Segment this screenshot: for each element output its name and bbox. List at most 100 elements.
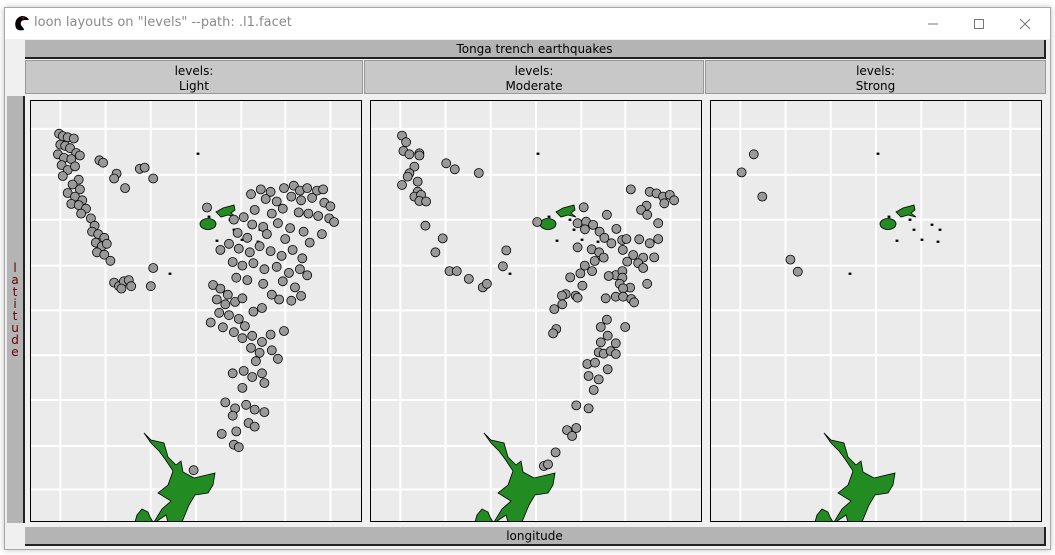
fiji-vanua-levu <box>895 204 917 218</box>
panel-strong[interactable] <box>710 100 1042 522</box>
data-point <box>736 167 747 178</box>
data-point <box>277 276 288 287</box>
small-island <box>215 239 219 242</box>
data-point <box>249 404 260 415</box>
y-axis-label-letter: t <box>12 308 18 323</box>
data-point <box>255 184 266 195</box>
window-title: loon layouts on "levels" --path: .l1.fac… <box>34 15 292 30</box>
small-island <box>912 228 916 231</box>
data-point <box>572 292 583 303</box>
small-island <box>596 240 600 243</box>
data-point <box>629 297 640 308</box>
small-island <box>895 239 899 242</box>
data-point <box>215 283 226 294</box>
new-zealand-north-island <box>483 432 556 521</box>
data-point <box>148 263 159 273</box>
data-point <box>598 252 609 263</box>
maximize-button[interactable] <box>956 8 1002 39</box>
data-point <box>233 313 244 324</box>
small-island <box>920 238 924 241</box>
data-point <box>247 330 258 341</box>
data-point <box>303 208 314 219</box>
data-point <box>242 275 253 286</box>
data-point <box>290 282 300 293</box>
data-point <box>247 372 258 382</box>
data-point <box>271 261 282 272</box>
data-point <box>638 263 649 273</box>
data-point <box>620 322 631 332</box>
small-island <box>938 228 942 231</box>
data-point <box>618 291 629 302</box>
data-point <box>259 407 270 418</box>
data-point <box>238 365 249 376</box>
data-point <box>272 218 283 229</box>
data-point <box>603 271 614 281</box>
data-point <box>205 317 216 328</box>
small-island <box>207 215 211 218</box>
data-point <box>250 356 261 367</box>
fiji-vanua-levu <box>215 204 237 218</box>
data-point <box>565 272 576 283</box>
small-island <box>572 228 576 231</box>
data-point <box>216 428 227 439</box>
close-button[interactable] <box>1002 8 1048 39</box>
data-point <box>313 211 324 221</box>
data-point <box>280 234 291 244</box>
small-island <box>848 272 852 275</box>
data-point <box>548 328 559 339</box>
data-point <box>266 289 277 300</box>
data-point <box>600 293 611 304</box>
data-point <box>237 333 248 344</box>
data-point <box>75 184 85 195</box>
data-point <box>220 299 231 310</box>
data-point <box>249 205 260 215</box>
data-point <box>610 349 621 359</box>
panel-light[interactable] <box>30 100 362 522</box>
data-point <box>329 217 340 227</box>
data-point <box>610 338 621 349</box>
data-point <box>532 217 543 227</box>
minimize-button[interactable] <box>910 8 956 39</box>
data-point <box>296 290 307 301</box>
data-point <box>276 250 287 261</box>
y-axis-label-letter: u <box>11 320 19 335</box>
data-point <box>404 149 415 160</box>
data-point <box>572 242 583 253</box>
panel-moderate[interactable] <box>370 100 702 522</box>
data-point <box>277 203 288 214</box>
data-point <box>202 202 212 213</box>
data-point <box>232 227 243 238</box>
data-point <box>237 382 248 393</box>
data-point <box>402 171 413 182</box>
data-point <box>293 207 304 218</box>
data-point <box>241 399 252 410</box>
data-point <box>587 266 598 277</box>
data-point <box>644 238 655 249</box>
data-point <box>611 224 622 234</box>
data-point <box>116 283 127 294</box>
data-point <box>271 196 282 207</box>
data-point <box>602 330 613 341</box>
data-point <box>595 337 606 348</box>
scatter-plot <box>31 101 361 521</box>
data-point <box>420 220 431 231</box>
data-point <box>557 290 567 301</box>
data-point <box>567 431 578 441</box>
y-axis-label-letter: i <box>13 296 17 311</box>
data-point <box>233 243 244 254</box>
x-axis-label: longitude <box>25 527 1046 546</box>
data-point <box>98 157 108 168</box>
small-island <box>168 272 172 275</box>
data-point <box>302 270 313 281</box>
data-point <box>211 294 222 305</box>
data-point <box>571 400 582 411</box>
data-point <box>285 223 296 233</box>
data-point <box>239 321 250 332</box>
new-zealand-south-island <box>134 508 153 521</box>
data-point <box>265 186 276 197</box>
data-point <box>659 198 670 209</box>
data-point <box>578 202 589 213</box>
data-point <box>272 353 283 364</box>
fiji-viti-levu <box>879 218 897 230</box>
y-axis-label-letter: e <box>11 344 19 359</box>
